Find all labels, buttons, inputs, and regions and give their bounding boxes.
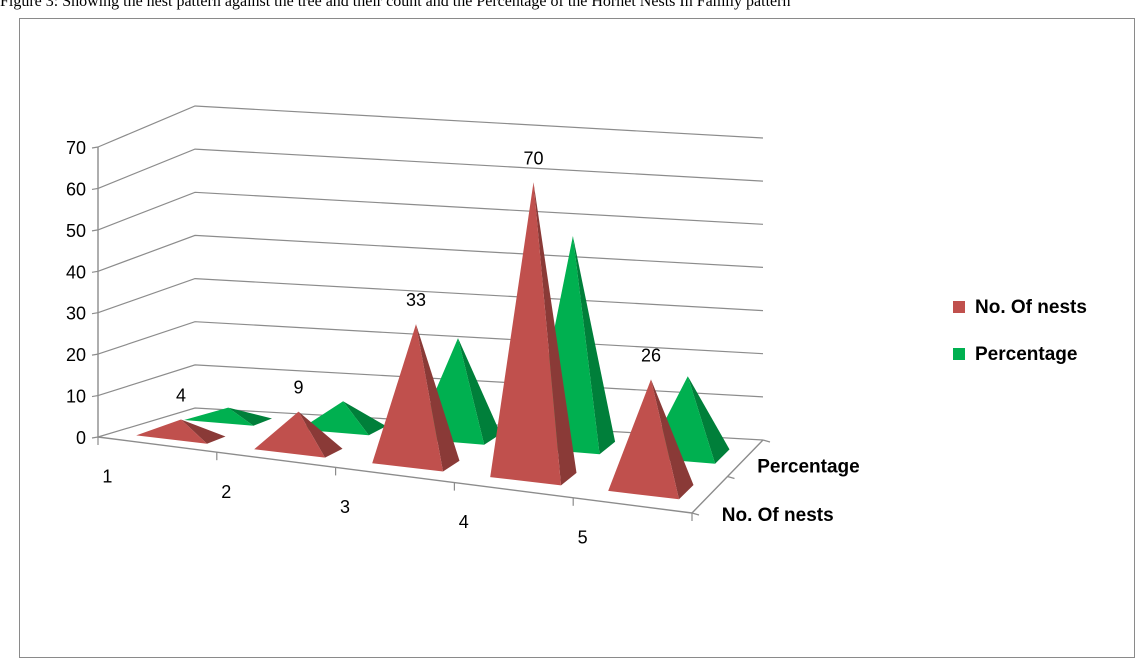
y-tick-label: 40 <box>66 262 86 282</box>
data-label: 26 <box>641 345 661 365</box>
y-tick-mark <box>91 394 99 398</box>
y-tick-mark <box>91 187 99 191</box>
pyramid-nests <box>490 182 577 486</box>
legend-item: Percentage <box>953 344 1077 365</box>
pyramid-front-face <box>184 407 254 426</box>
gridline <box>97 148 764 189</box>
pyramid-side-face <box>572 236 616 455</box>
legend: No. Of nests Percentage <box>953 297 1087 365</box>
y-tick-mark <box>91 312 99 315</box>
pyramid-nests <box>136 419 226 444</box>
legend-swatch <box>953 348 965 360</box>
y-tick-labels: 0 10 20 30 40 50 60 70 <box>66 138 86 448</box>
x-tick-label: 3 <box>340 497 350 517</box>
gridline <box>97 191 764 231</box>
data-label: 9 <box>293 378 303 398</box>
x-tick-labels: 1 2 3 4 5 <box>102 467 587 548</box>
x-tick-label: 2 <box>221 482 231 502</box>
axes <box>91 146 771 521</box>
y-tick-label: 70 <box>66 138 86 158</box>
pyramid-front-face <box>136 419 207 444</box>
legend-item: No. Of nests <box>953 297 1087 318</box>
pyramid-nests <box>608 379 694 500</box>
pyramid-side-face <box>343 401 387 436</box>
pyramid-front-face <box>490 182 561 486</box>
x-axis-line <box>97 436 693 514</box>
y-tick-label: 30 <box>66 304 86 324</box>
pyramid-percentage <box>184 407 272 426</box>
x-tick-label: 1 <box>102 467 112 487</box>
gridline <box>97 277 764 314</box>
pyramid-side-face <box>651 379 694 500</box>
pyramid-side-face <box>416 324 460 472</box>
depth-label: No. Of nests <box>722 505 834 526</box>
y-tick-mark <box>91 436 99 439</box>
depth-tick-mark <box>727 475 735 480</box>
pyramid-side-face <box>533 182 577 486</box>
y-tick-label: 50 <box>66 221 86 241</box>
y-tick-mark <box>91 146 99 149</box>
pyramid-marks <box>136 182 730 500</box>
y-tick-label: 0 <box>76 428 86 448</box>
y-tick-mark <box>91 229 99 232</box>
pyramid-side-face <box>298 411 343 458</box>
y-tick-label: 60 <box>66 179 86 199</box>
pyramid-side-face <box>687 376 730 464</box>
pyramid-front-face <box>372 324 443 472</box>
x-tick-label: 4 <box>459 512 469 532</box>
pyramid-side-face <box>458 338 501 445</box>
data-labels: 4 9 33 70 26 <box>176 148 661 405</box>
pyramid-side-face <box>228 407 272 426</box>
legend-swatch <box>953 301 965 313</box>
gridline <box>97 105 764 148</box>
pyramid-nests <box>372 324 460 472</box>
pyramid-front-face <box>299 401 369 436</box>
y-tick-label: 10 <box>66 387 86 407</box>
gridline <box>97 234 764 272</box>
depth-label: Percentage <box>757 456 859 477</box>
figure-caption: Figure 3: Showing the nest pattern again… <box>0 0 791 10</box>
y-tick-mark <box>91 353 99 356</box>
y-tick-label: 20 <box>66 345 86 365</box>
pyramid-front-face <box>254 411 325 458</box>
x-tick-label: 5 <box>578 527 588 547</box>
legend-label: No. Of nests <box>975 297 1087 318</box>
gridline <box>97 321 764 355</box>
data-label: 70 <box>523 148 543 168</box>
data-label: 4 <box>176 386 186 406</box>
depth-tick-mark <box>762 439 771 443</box>
depth-axis-labels: No. Of nests Percentage <box>722 456 860 526</box>
depth-tick-mark <box>691 512 700 516</box>
pyramid-side-face <box>181 419 226 444</box>
data-label: 33 <box>406 290 426 310</box>
legend-label: Percentage <box>975 344 1077 365</box>
y-tick-mark <box>91 270 99 273</box>
pyramid-percentage <box>299 401 387 436</box>
pyramid-front-face <box>608 379 679 500</box>
pyramid-nests <box>254 411 343 458</box>
